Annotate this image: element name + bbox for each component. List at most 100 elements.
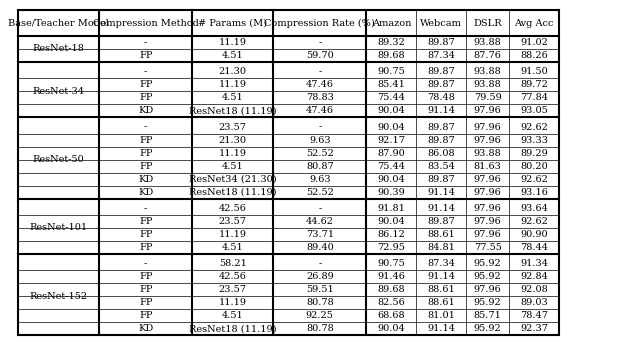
- Text: FP: FP: [139, 243, 152, 252]
- Text: 92.84: 92.84: [520, 272, 548, 281]
- Text: 80.20: 80.20: [520, 161, 548, 171]
- Text: 86.12: 86.12: [378, 230, 405, 239]
- Text: 47.46: 47.46: [306, 106, 334, 115]
- Text: ResNet18 (11.19): ResNet18 (11.19): [189, 324, 276, 333]
- Text: 89.68: 89.68: [378, 51, 405, 60]
- Text: 93.33: 93.33: [520, 136, 548, 145]
- Text: 91.14: 91.14: [427, 204, 455, 213]
- Text: 95.92: 95.92: [474, 259, 502, 268]
- Text: ResNet18 (11.19): ResNet18 (11.19): [189, 187, 276, 197]
- Text: ResNet-50: ResNet-50: [33, 155, 84, 164]
- Text: FP: FP: [139, 217, 152, 226]
- Text: 88.26: 88.26: [520, 51, 548, 60]
- Text: 80.78: 80.78: [306, 324, 333, 333]
- Text: 59.70: 59.70: [306, 51, 333, 60]
- Text: 81.01: 81.01: [427, 311, 455, 320]
- Text: 92.37: 92.37: [520, 324, 548, 333]
- Text: 92.25: 92.25: [306, 311, 333, 320]
- Text: 93.88: 93.88: [474, 148, 502, 158]
- Text: 11.19: 11.19: [219, 298, 246, 307]
- Text: 23.57: 23.57: [219, 217, 246, 226]
- Text: 92.62: 92.62: [520, 217, 548, 226]
- Text: 88.61: 88.61: [427, 298, 455, 307]
- Text: 95.92: 95.92: [474, 272, 502, 281]
- Text: Base/Teacher Model: Base/Teacher Model: [8, 18, 109, 28]
- Text: 4.51: 4.51: [222, 243, 244, 252]
- Text: 91.02: 91.02: [520, 38, 548, 47]
- Text: 44.62: 44.62: [306, 217, 334, 226]
- Text: 89.87: 89.87: [427, 136, 455, 145]
- Text: -: -: [318, 204, 321, 213]
- Text: ResNet18 (11.19): ResNet18 (11.19): [189, 106, 276, 115]
- Text: 97.96: 97.96: [474, 106, 502, 115]
- Text: 89.03: 89.03: [520, 298, 548, 307]
- Text: 75.44: 75.44: [377, 161, 405, 171]
- Text: -: -: [318, 38, 321, 47]
- Text: 89.87: 89.87: [427, 67, 455, 76]
- Text: # Params (M): # Params (M): [198, 18, 268, 28]
- Text: 91.14: 91.14: [427, 106, 455, 115]
- Text: 91.34: 91.34: [520, 259, 548, 268]
- Text: 90.39: 90.39: [378, 187, 405, 197]
- Text: 80.78: 80.78: [306, 298, 333, 307]
- Text: KD: KD: [138, 324, 154, 333]
- Text: 97.96: 97.96: [474, 217, 502, 226]
- Text: 97.96: 97.96: [474, 136, 502, 145]
- Text: 79.59: 79.59: [474, 93, 502, 102]
- Text: Compression Method: Compression Method: [93, 18, 198, 28]
- Text: 89.87: 89.87: [427, 80, 455, 89]
- Text: ResNet34 (21.30): ResNet34 (21.30): [189, 174, 276, 184]
- Text: 90.75: 90.75: [378, 259, 405, 268]
- Text: FP: FP: [139, 298, 152, 307]
- Text: FP: FP: [139, 311, 152, 320]
- Text: 97.96: 97.96: [474, 174, 502, 184]
- Text: FP: FP: [139, 93, 152, 102]
- Text: 91.14: 91.14: [427, 272, 455, 281]
- Text: -: -: [144, 204, 147, 213]
- Text: FP: FP: [139, 136, 152, 145]
- Text: 89.29: 89.29: [520, 148, 548, 158]
- Text: 52.52: 52.52: [306, 148, 333, 158]
- Text: 91.46: 91.46: [378, 272, 405, 281]
- Text: 95.92: 95.92: [474, 298, 502, 307]
- Text: 78.44: 78.44: [520, 243, 548, 252]
- Text: -: -: [318, 67, 321, 76]
- Text: 89.87: 89.87: [427, 217, 455, 226]
- Text: 92.17: 92.17: [377, 136, 405, 145]
- Text: 85.71: 85.71: [474, 311, 502, 320]
- Text: 4.51: 4.51: [222, 51, 244, 60]
- Text: 89.87: 89.87: [427, 38, 455, 47]
- Text: 73.71: 73.71: [306, 230, 334, 239]
- Text: 9.63: 9.63: [309, 136, 331, 145]
- Text: Avg Acc: Avg Acc: [515, 18, 554, 28]
- Text: 11.19: 11.19: [219, 38, 246, 47]
- Text: 78.47: 78.47: [520, 311, 548, 320]
- Text: 72.95: 72.95: [378, 243, 405, 252]
- Text: 58.21: 58.21: [219, 259, 246, 268]
- Text: 84.81: 84.81: [427, 243, 455, 252]
- Text: 78.48: 78.48: [427, 93, 455, 102]
- Text: KD: KD: [138, 174, 154, 184]
- Text: FP: FP: [139, 161, 152, 171]
- Text: FP: FP: [139, 272, 152, 281]
- Text: -: -: [318, 123, 321, 132]
- Text: 97.96: 97.96: [474, 285, 502, 294]
- Text: 88.61: 88.61: [427, 285, 455, 294]
- Text: 87.76: 87.76: [474, 51, 502, 60]
- Text: 91.14: 91.14: [427, 324, 455, 333]
- Text: 97.96: 97.96: [474, 187, 502, 197]
- Text: 52.52: 52.52: [306, 187, 333, 197]
- Text: 90.75: 90.75: [378, 67, 405, 76]
- Text: 21.30: 21.30: [219, 136, 246, 145]
- Text: Compression Rate (%): Compression Rate (%): [264, 18, 375, 28]
- Text: 4.51: 4.51: [222, 93, 244, 102]
- Text: 82.56: 82.56: [378, 298, 405, 307]
- Text: 81.63: 81.63: [474, 161, 502, 171]
- Text: Webcam: Webcam: [420, 18, 462, 28]
- Text: 87.34: 87.34: [427, 259, 455, 268]
- Text: 89.87: 89.87: [427, 123, 455, 132]
- Text: FP: FP: [139, 80, 152, 89]
- Text: 77.84: 77.84: [520, 93, 548, 102]
- Text: 92.08: 92.08: [520, 285, 548, 294]
- Text: 95.92: 95.92: [474, 324, 502, 333]
